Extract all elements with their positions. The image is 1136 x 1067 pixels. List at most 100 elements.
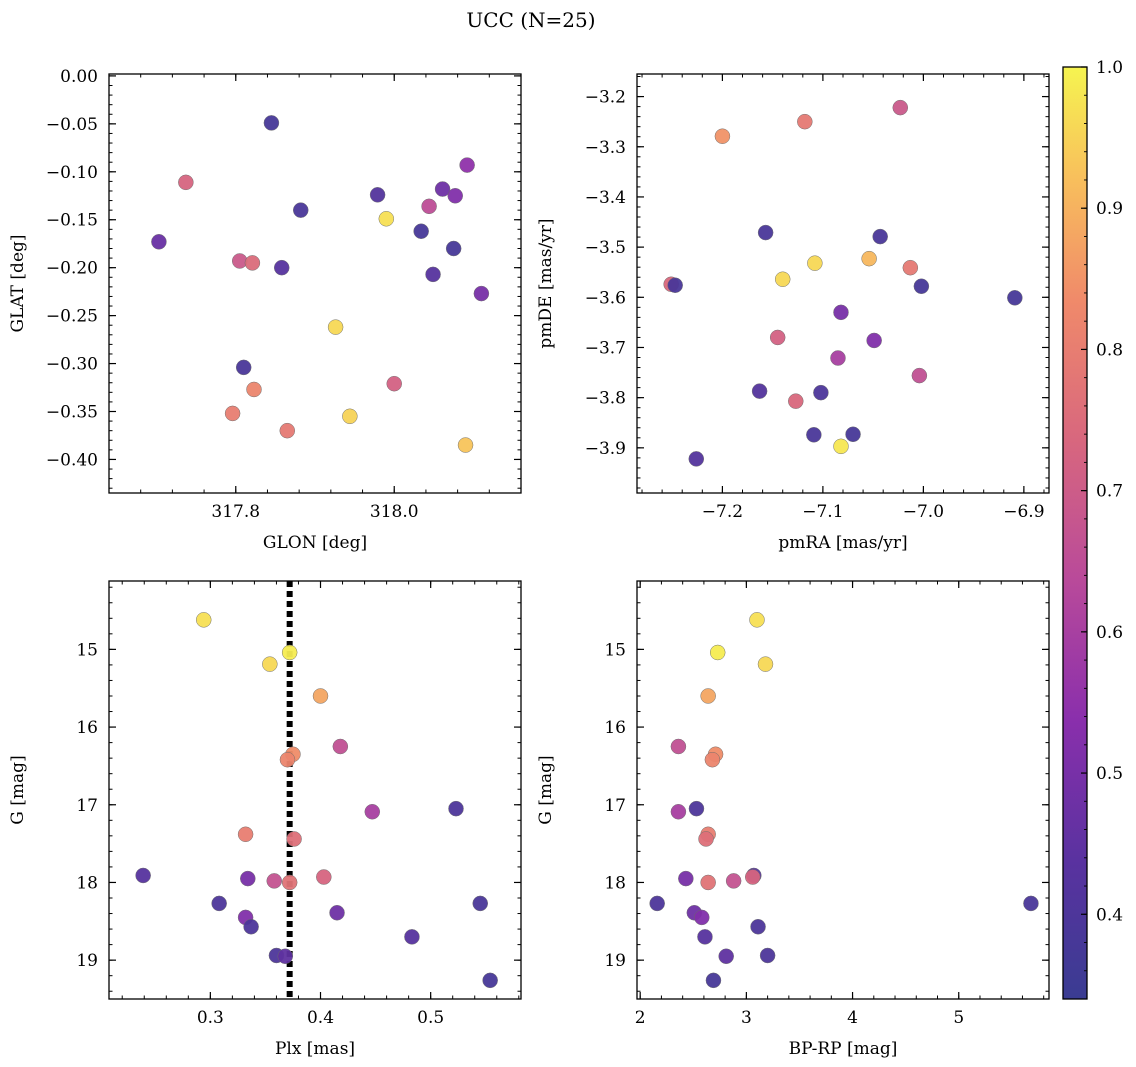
data-point (473, 285, 490, 302)
x-tick-label: 4 (847, 1008, 858, 1028)
data-point (705, 972, 722, 989)
data-point (263, 115, 280, 131)
colorbar-gradient (1062, 66, 1088, 1000)
data-point (425, 266, 441, 283)
data-point (718, 948, 734, 965)
x-axis-label: pmRA [mas/yr] (778, 533, 907, 553)
data-point (872, 228, 888, 245)
panel-plx-g: 0.3 0.4 0.5 15 16 17 18 19 Plx [mas] G [mag] (8, 580, 522, 1059)
data-point (244, 255, 261, 271)
data-point (434, 181, 451, 197)
data-point (750, 918, 766, 935)
data-point (670, 738, 687, 755)
x-tick-label: 0.5 (417, 1008, 444, 1028)
y-tick-label: −3.6 (585, 288, 626, 308)
data-point (700, 688, 716, 704)
data-point (913, 278, 930, 295)
data-point (378, 211, 395, 227)
data-point (445, 240, 462, 257)
colorbar: 0.4 0.5 0.6 0.7 0.8 0.9 1.0 (1062, 58, 1123, 1000)
y-tick-label: −0.25 (46, 307, 98, 327)
y-tick-label: −3.4 (585, 188, 626, 208)
x-tick-label: 3 (741, 1008, 752, 1028)
data-point (316, 869, 332, 885)
data-point (151, 234, 167, 250)
y-tick-label: 15 (76, 640, 98, 660)
x-tick-label: −7.2 (702, 502, 743, 522)
data-point (845, 426, 861, 443)
x-tick-label: −6.9 (1003, 502, 1044, 522)
y-tick-label: −0.20 (46, 259, 98, 279)
data-point (211, 895, 227, 912)
y-tick-label: 18 (604, 873, 626, 893)
data-point (1023, 895, 1039, 912)
x-axis-label: GLON [deg] (263, 533, 367, 553)
data-point (902, 259, 919, 276)
y-axis-label: pmDE [mas/yr] (536, 218, 556, 348)
y-tick-label: 17 (604, 796, 626, 816)
data-point (797, 113, 813, 130)
plot-frame (108, 73, 522, 494)
data-point (757, 224, 774, 241)
data-point (279, 422, 296, 439)
colorbar-tick-label: 0.8 (1096, 340, 1123, 360)
data-point (421, 198, 437, 215)
data-point (670, 804, 687, 820)
data-point (830, 350, 846, 366)
data-point (224, 405, 241, 422)
data-point (749, 612, 765, 628)
y-tick-label: −0.35 (46, 403, 98, 423)
plot-frame (636, 73, 1050, 494)
y-tick-label: −3.5 (585, 238, 626, 258)
data-point (694, 909, 710, 926)
data-point (369, 187, 386, 203)
x-axis-label: Plx [mas] (275, 1039, 355, 1059)
y-tick-label: 15 (604, 640, 626, 660)
data-point (688, 451, 705, 467)
data-point (448, 800, 464, 817)
data-point (757, 656, 774, 672)
data-point (235, 359, 252, 376)
colorbar-tick-label: 1.0 (1096, 58, 1123, 78)
y-tick-label: −0.40 (46, 450, 98, 470)
data-point (667, 277, 683, 294)
data-point (262, 656, 278, 672)
data-point (833, 438, 849, 455)
data-point (332, 738, 349, 755)
data-point (774, 271, 791, 287)
data-point (678, 870, 694, 887)
y-axis-label: G [mag] (8, 755, 28, 824)
data-point (700, 874, 716, 891)
data-point (279, 751, 296, 768)
panel-bprp-g: 2 3 4 5 15 16 17 18 19 BP-RP [mag] G [mag] (536, 580, 1050, 1059)
data-point (281, 874, 298, 891)
data-point (911, 367, 928, 384)
data-point (759, 947, 776, 964)
y-tick-label: −0.30 (46, 355, 98, 375)
x-tick-label: −7.0 (903, 502, 944, 522)
data-point (292, 202, 309, 218)
data-point (273, 259, 290, 276)
data-point (769, 329, 786, 346)
data-point (286, 831, 302, 847)
y-tick-label: 17 (76, 796, 98, 816)
data-point (312, 688, 329, 704)
data-point (457, 437, 474, 453)
data-point (649, 895, 665, 912)
y-tick-label: 16 (76, 718, 98, 738)
data-point (866, 332, 882, 349)
y-axis-label: G [mag] (536, 755, 556, 824)
data-point (329, 905, 345, 921)
y-tick-label: −3.3 (585, 138, 626, 158)
y-tick-label: −0.10 (46, 163, 98, 183)
y-tick-label: 19 (76, 951, 98, 971)
panel-glon-glat: 317.8 318.0 0.00 −0.05 −0.10 −0.15 −0.20 −0.25 −… (8, 67, 522, 553)
data-point (364, 804, 381, 820)
data-point (714, 128, 731, 144)
data-point (266, 873, 282, 889)
y-tick-label: 16 (604, 718, 626, 738)
colorbar-tick-label: 0.4 (1096, 905, 1123, 925)
data-point (698, 831, 714, 847)
colorbar-tick-label: 0.7 (1096, 482, 1123, 502)
